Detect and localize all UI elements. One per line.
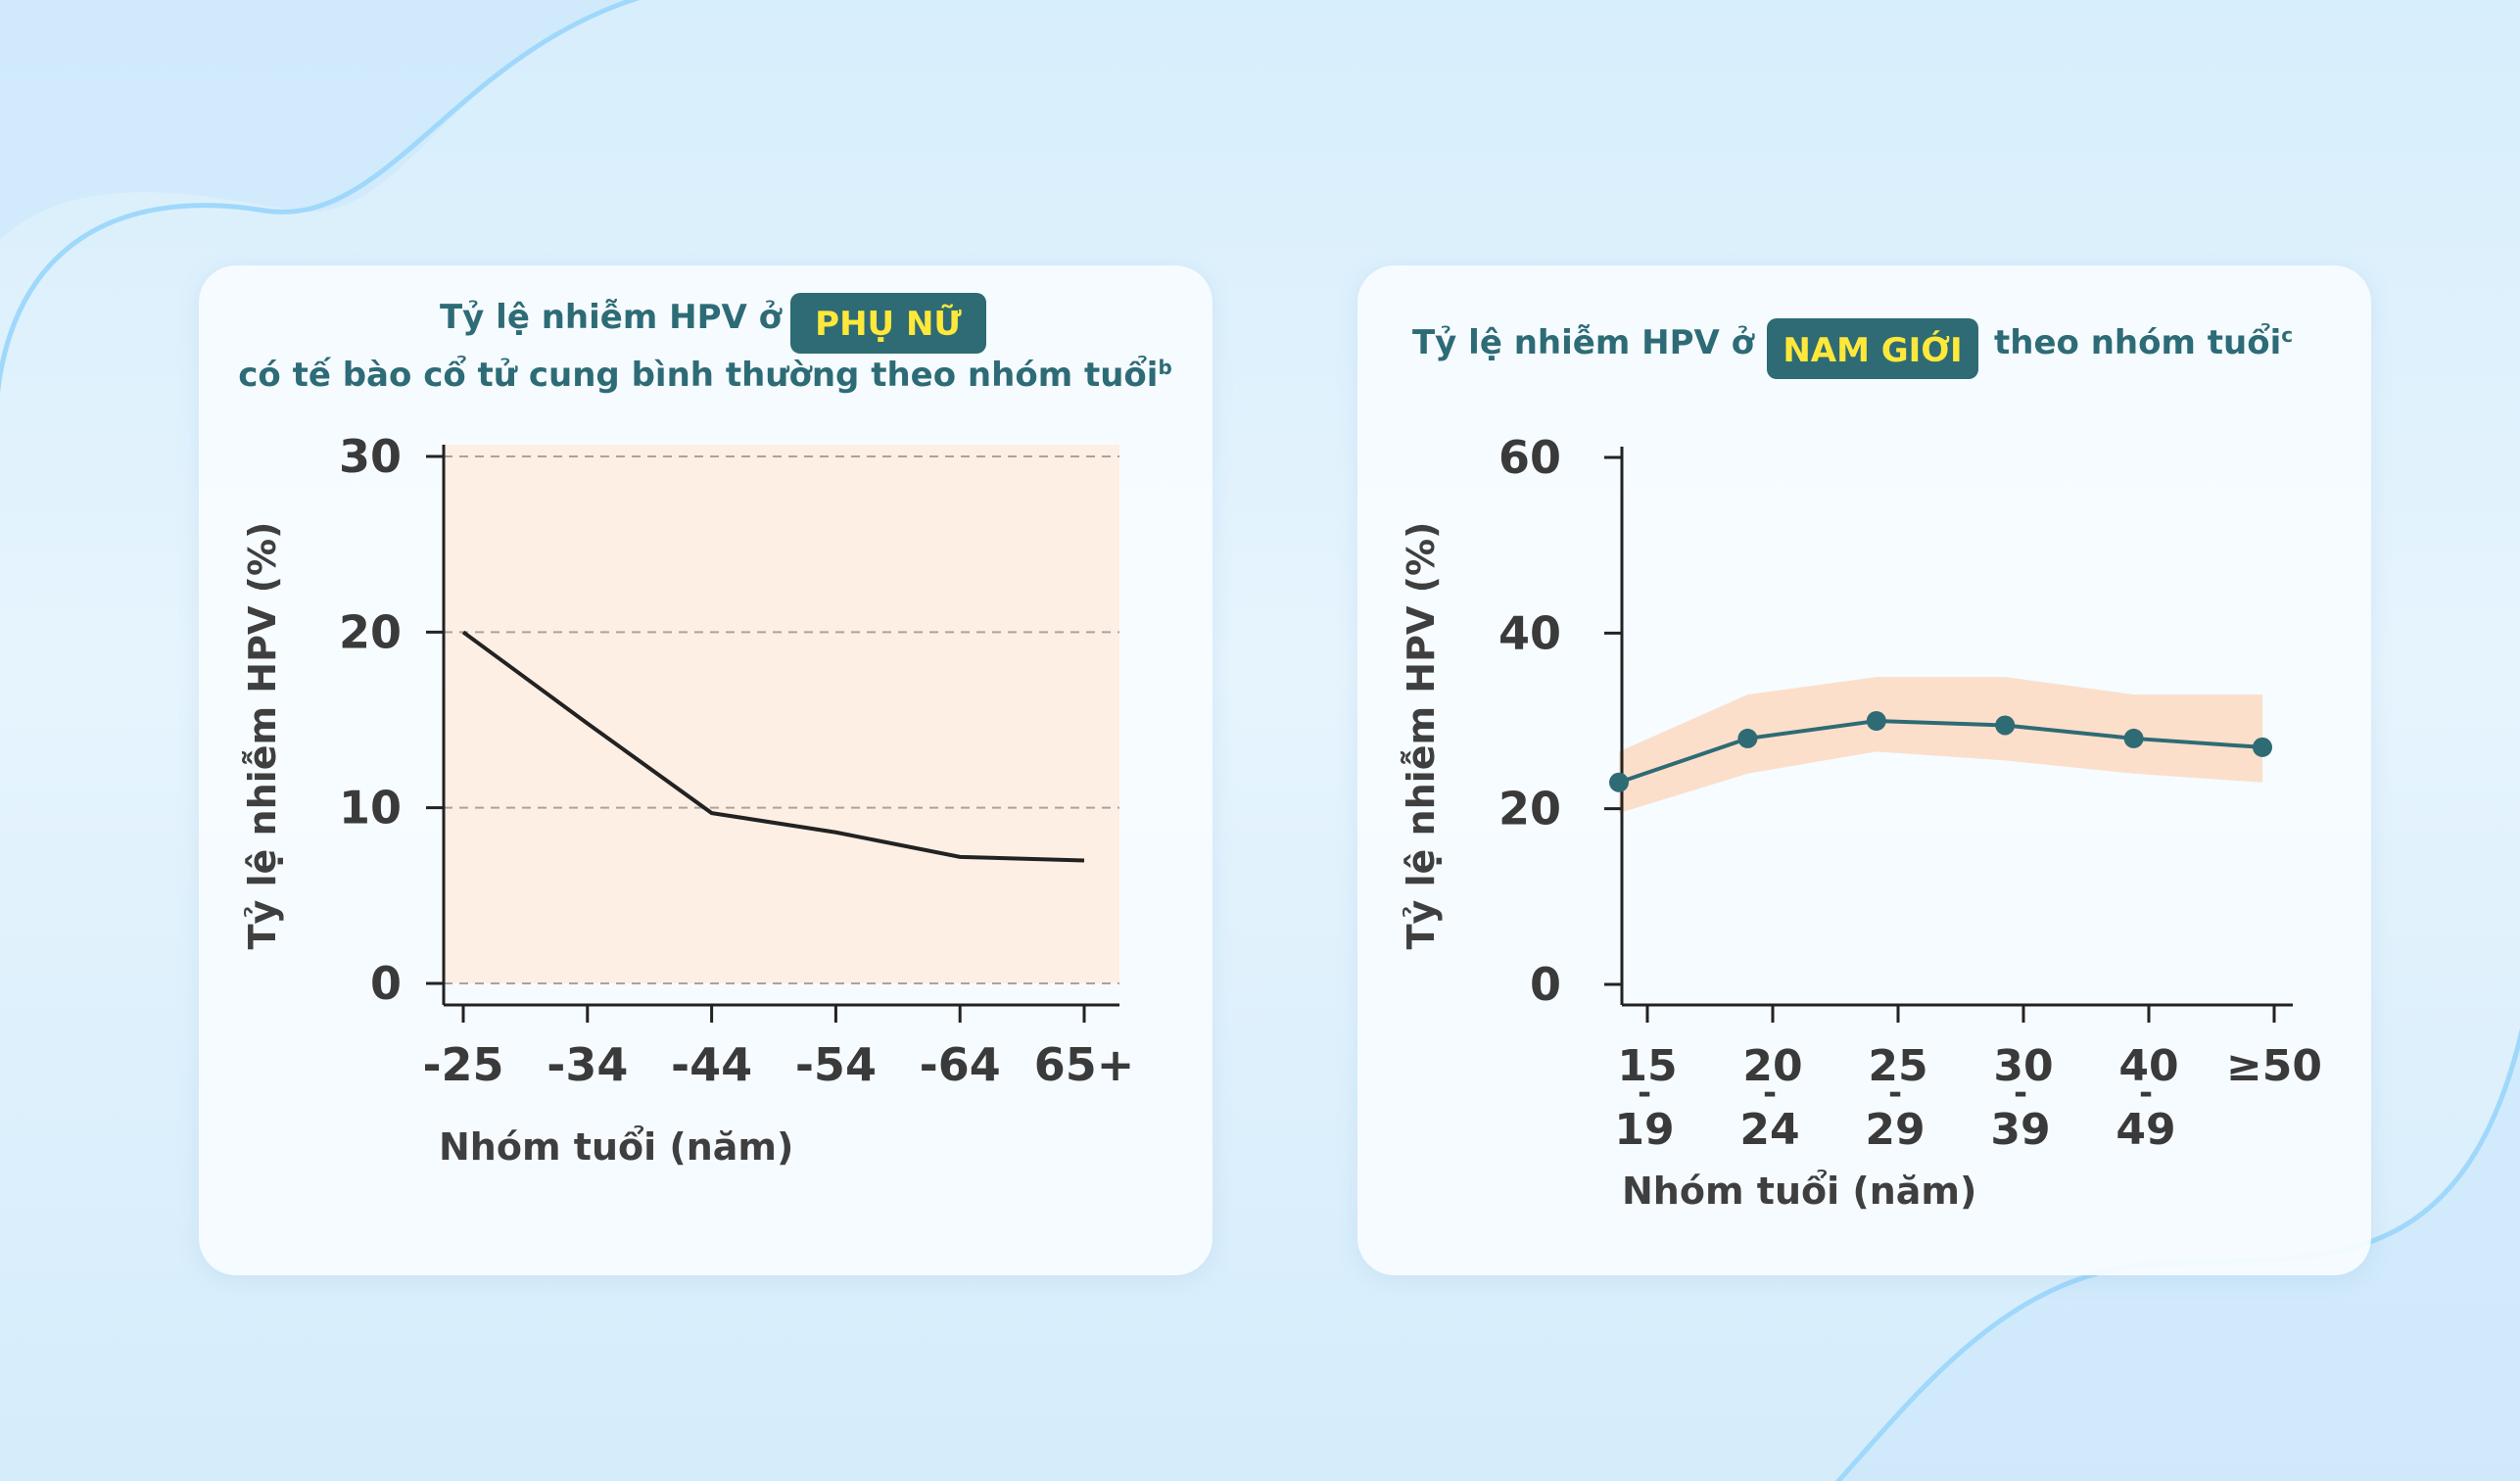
x-tick-label-bottom: 39 [1990, 1105, 2050, 1155]
x-tick-label-top: 20 [1742, 1041, 1802, 1091]
x-tick-label-bottom: 29 [1865, 1105, 1925, 1155]
y-axis-title: Tỷ lệ nhiễm HPV (%) [241, 522, 284, 950]
x-tick-label-separator: - [2014, 1074, 2027, 1113]
chart-title-line2: có tế bào cổ tử cung bình thường theo nh… [238, 355, 1172, 395]
title-highlight-badge [790, 293, 986, 354]
title-highlight-badge [1767, 318, 1978, 379]
y-tick-label: 40 [1498, 606, 1561, 659]
data-point [1737, 728, 1758, 748]
y-tick-label: 30 [339, 430, 402, 483]
data-point [1866, 711, 1886, 731]
x-tick-label-top: 15 [1617, 1041, 1677, 1091]
wave-top-left [0, 0, 629, 240]
y-tick-label: 60 [1498, 431, 1561, 484]
x-tick-label-top: 40 [2118, 1041, 2178, 1091]
x-tick-label-bottom: 19 [1614, 1105, 1674, 1155]
series-line-women [461, 630, 1085, 863]
data-point [2253, 737, 2272, 757]
x-tick-label: -54 [795, 1038, 877, 1091]
x-tick-label-separator: - [2139, 1074, 2153, 1113]
title-highlight-text: NAM GIỚI [1783, 330, 1962, 370]
x-axis-title: Nhóm tuổi (năm) [439, 1125, 793, 1169]
data-point [1609, 772, 1629, 792]
chart-men: Tỷ lệ nhiễm HPV ở NAM GIỚI theo nhóm tuổ… [1400, 318, 2322, 1213]
x-tick-label-top: ≥50 [2226, 1041, 2322, 1091]
x-tick-label: -34 [547, 1038, 628, 1091]
chart-card-men: Tỷ lệ nhiễm HPV ở NAM GIỚI theo nhóm tuổ… [1357, 265, 2371, 1275]
x-tick-label-separator: - [1888, 1074, 1902, 1113]
x-tick-label-top: 30 [1993, 1041, 2053, 1091]
x-tick-label-bottom: 49 [2116, 1105, 2175, 1155]
data-point [1995, 715, 2016, 736]
x-tick-label: -25 [422, 1038, 503, 1091]
chart-title-prefix: Tỷ lệ nhiễm HPV ở [1412, 323, 1756, 362]
x-tick-label: 65+ [1034, 1038, 1135, 1091]
chart-card-women: Tỷ lệ nhiễm HPV ở PHỤ NỮ có tế bào cổ tử… [199, 265, 1212, 1275]
x-tick-label-separator: - [1763, 1074, 1777, 1113]
wave-top-left-stroke [0, 0, 641, 395]
chart-title-suffix: theo nhóm tuổic [1994, 322, 2293, 362]
plot-area [444, 445, 1119, 983]
y-tick-label: 20 [339, 605, 402, 658]
chart-title-prefix: Tỷ lệ nhiễm HPV ở [440, 298, 784, 337]
x-tick-label-bottom: 24 [1739, 1105, 1799, 1155]
x-tick-label-separator: - [1638, 1074, 1651, 1113]
confidence-band [1619, 677, 2262, 814]
chart-women: Tỷ lệ nhiễm HPV ở PHỤ NỮ có tế bào cổ tử… [238, 293, 1172, 1169]
y-tick-label: 20 [1498, 783, 1561, 836]
y-tick-label: 0 [1530, 958, 1561, 1011]
title-highlight-text: PHỤ NỮ [815, 304, 962, 344]
data-point [2123, 728, 2144, 748]
y-axis-title: Tỷ lệ nhiễm HPV (%) [1400, 522, 1443, 950]
y-tick-label: 0 [370, 957, 402, 1010]
y-tick-label: 10 [339, 782, 402, 835]
x-tick-label-top: 25 [1868, 1041, 1927, 1091]
x-tick-label: -44 [671, 1038, 752, 1091]
x-axis-title: Nhóm tuổi (năm) [1622, 1170, 1976, 1213]
series-line-men [1618, 718, 2263, 785]
wave-bottom-right [1838, 1038, 2520, 1481]
x-tick-label: -64 [920, 1038, 1001, 1091]
